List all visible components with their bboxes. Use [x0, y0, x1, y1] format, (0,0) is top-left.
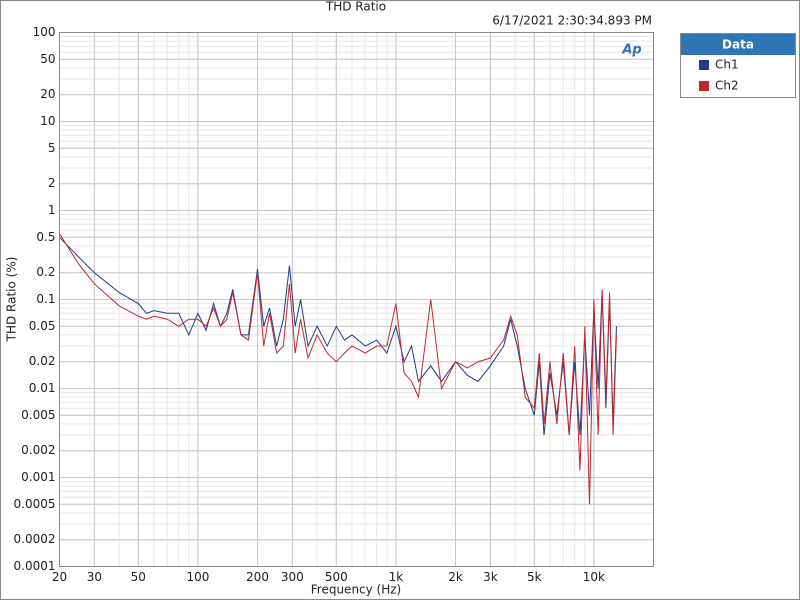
x-tick-label: 100	[186, 570, 209, 584]
y-tick-label: 0.002	[21, 443, 55, 457]
y-tick-label: 0.2	[36, 265, 55, 279]
legend-label: Ch1	[715, 58, 739, 72]
timestamp: 6/17/2021 2:30:34.893 PM	[492, 14, 652, 28]
y-tick-label: 2	[48, 176, 56, 190]
y-tick-label: 1	[48, 203, 56, 217]
y-tick-label: 100	[33, 25, 56, 39]
y-tick-label: 50	[40, 52, 55, 66]
y-tick-label: 0.001	[21, 470, 55, 484]
logo: Ap	[621, 43, 641, 58]
x-tick-label: 30	[87, 570, 102, 584]
legend-swatch	[699, 81, 709, 91]
series-line	[59, 233, 617, 505]
x-tick-label: 2k	[448, 570, 463, 584]
x-tick-label: 10k	[583, 570, 605, 584]
y-tick-label: 0.02	[29, 354, 56, 368]
x-tick-label: 300	[281, 570, 304, 584]
x-tick-label: 50	[131, 570, 146, 584]
x-tick-label: 1k	[389, 570, 404, 584]
y-axis-label: THD Ratio (%)	[5, 257, 19, 343]
legend-swatch	[699, 60, 709, 70]
y-tick-label: 0.0002	[14, 532, 56, 546]
x-tick-label: 20	[52, 570, 67, 584]
y-tick-label: 0.1	[36, 292, 55, 306]
x-tick-label: 500	[325, 570, 348, 584]
y-tick-label: 0.0001	[14, 559, 56, 573]
y-tick-label: 10	[40, 114, 55, 128]
y-tick-label: 5	[48, 141, 56, 155]
x-tick-label: 200	[246, 570, 269, 584]
lines	[59, 233, 617, 505]
y-tick-label: 0.005	[21, 408, 55, 422]
y-tick-label: 20	[40, 87, 55, 101]
x-axis-label: Frequency (Hz)	[311, 583, 402, 597]
plot-frame	[59, 32, 654, 567]
legend-title: Data	[722, 38, 754, 52]
chart-title: THD Ratio	[325, 0, 386, 14]
y-tick-label: 0.0005	[14, 497, 56, 511]
y-tick-label: 0.01	[29, 381, 56, 395]
x-tick-label: 5k	[527, 570, 542, 584]
y-tick-label: 0.5	[36, 230, 55, 244]
y-tick-label: 0.05	[29, 319, 56, 333]
x-tick-label: 3k	[483, 570, 498, 584]
legend-label: Ch2	[715, 79, 739, 93]
legend-header	[681, 34, 795, 55]
